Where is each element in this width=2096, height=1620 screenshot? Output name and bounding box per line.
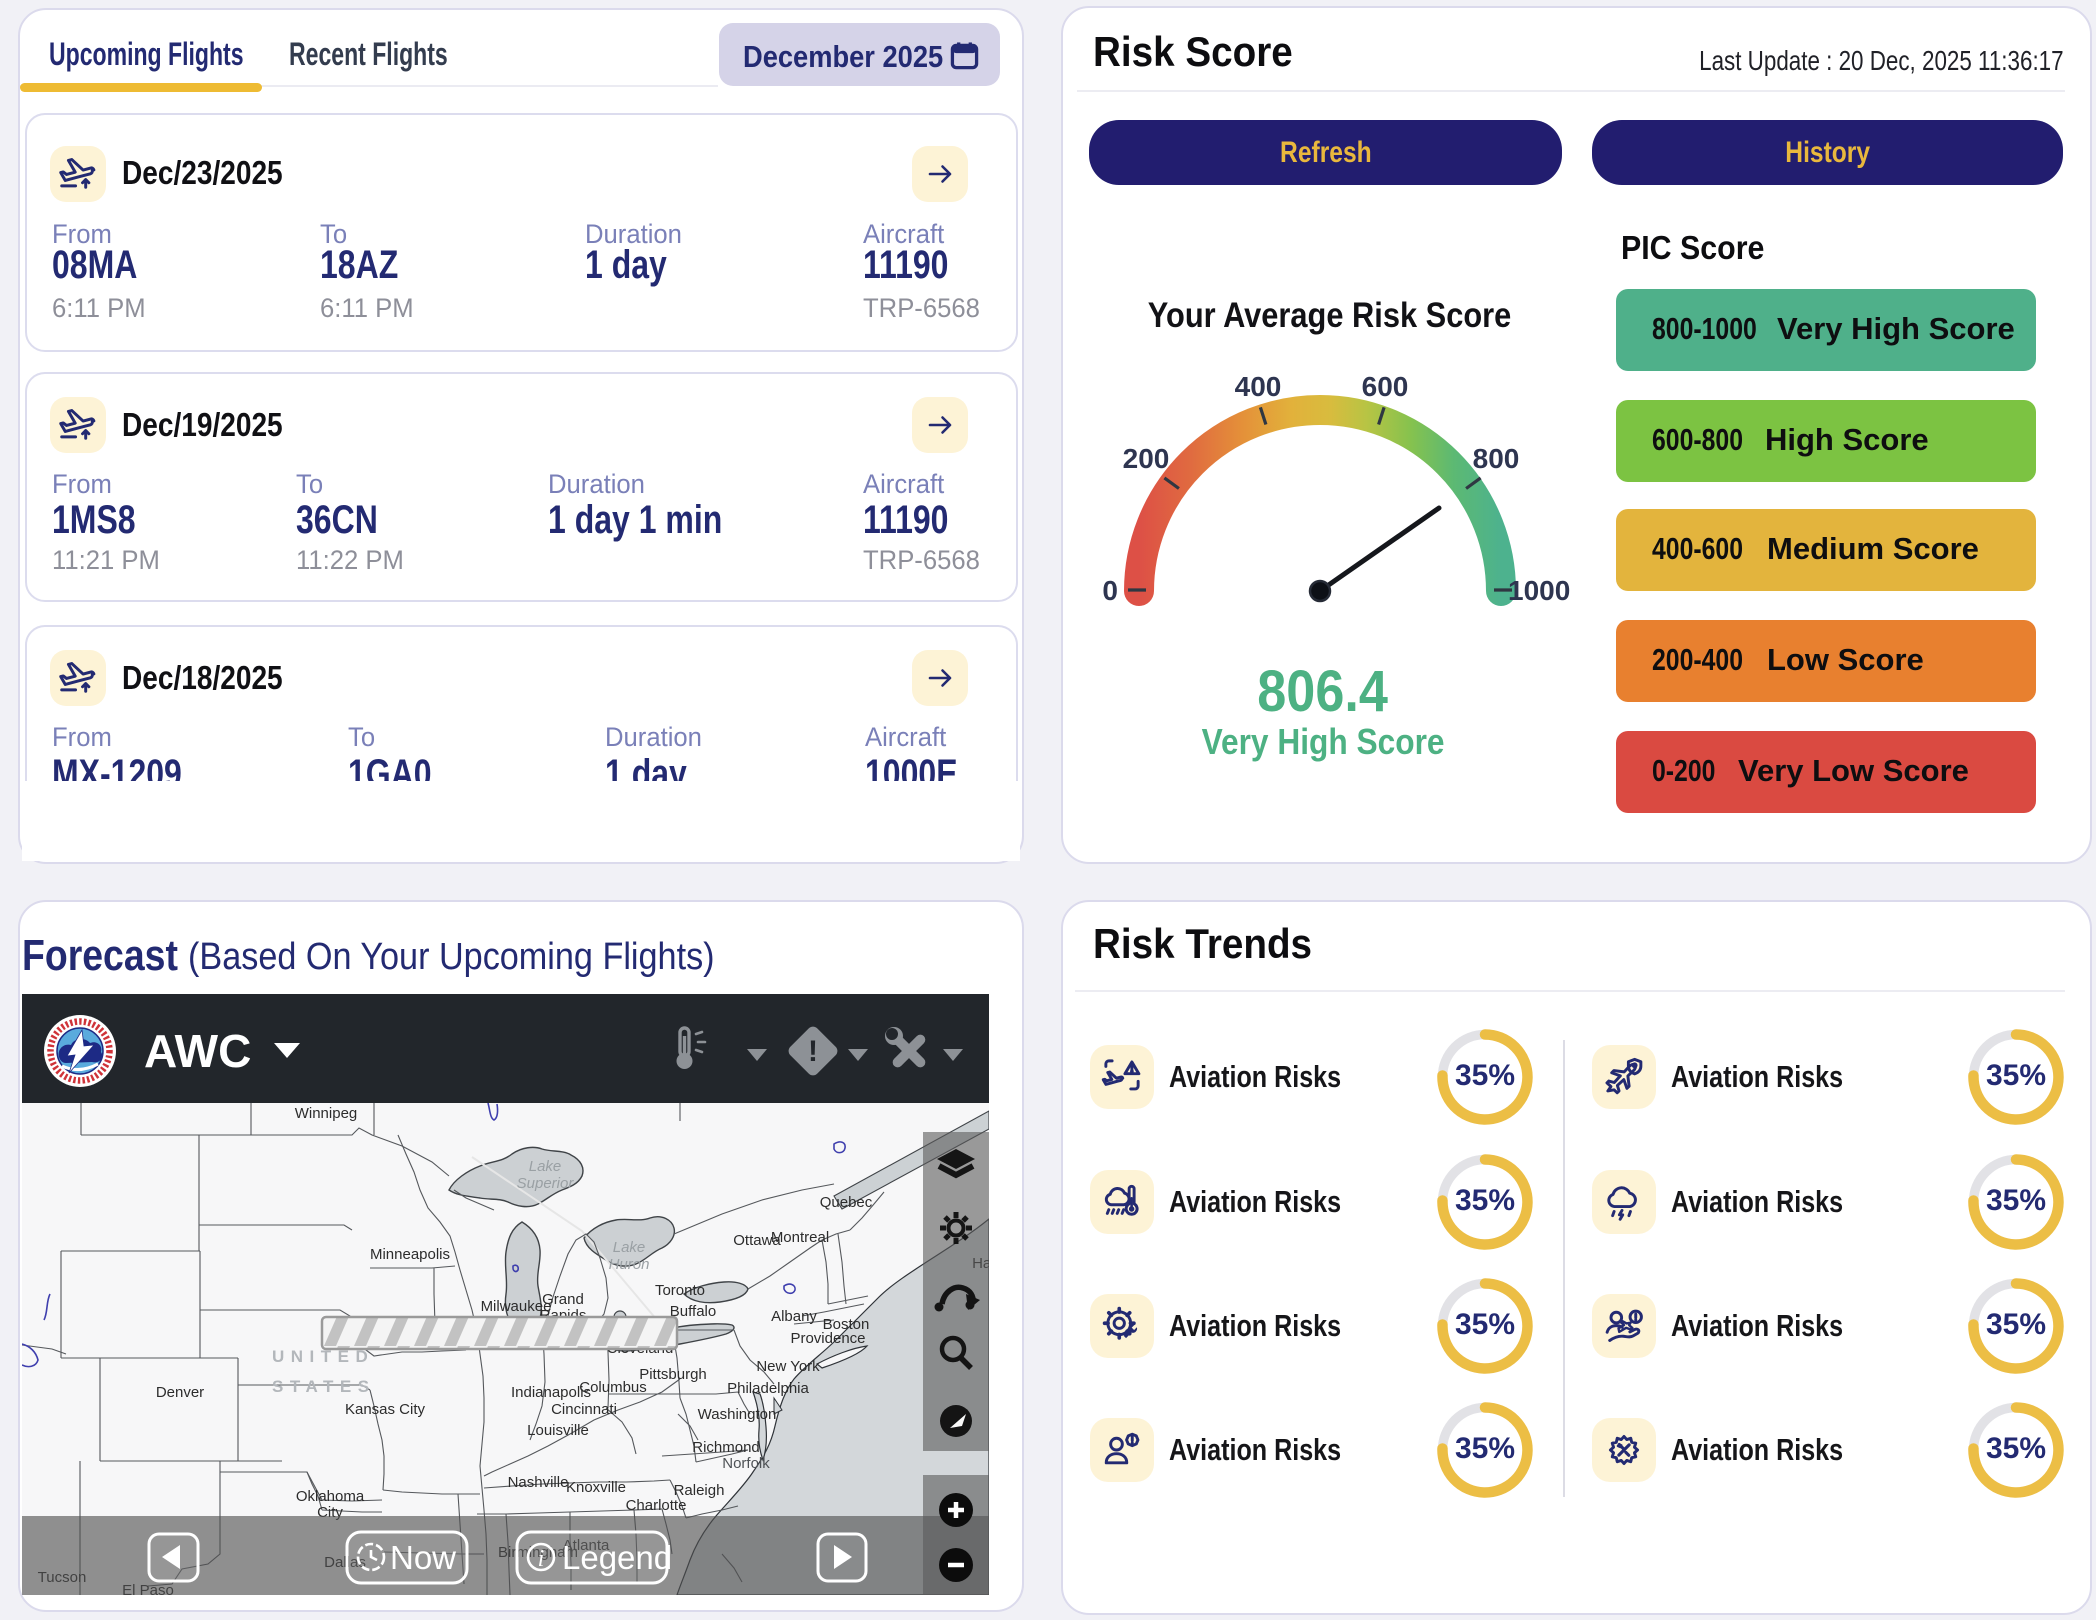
- svg-text:Knoxville: Knoxville: [566, 1479, 626, 1496]
- svg-text:Ottawa: Ottawa: [733, 1232, 781, 1249]
- svg-text:Philadelphia: Philadelphia: [727, 1380, 809, 1397]
- svg-text:Montreal: Montreal: [771, 1229, 829, 1246]
- svg-text:Lake: Lake: [613, 1239, 646, 1256]
- svg-text:UNITED: UNITED: [272, 1347, 374, 1366]
- svg-text:Huron: Huron: [609, 1256, 650, 1273]
- svg-text:New York: New York: [756, 1358, 820, 1375]
- svg-text:Providence: Providence: [790, 1330, 865, 1347]
- svg-text:600: 600: [1362, 371, 1409, 402]
- svg-text:Kansas City: Kansas City: [345, 1401, 426, 1418]
- svg-text:Albany: Albany: [771, 1308, 817, 1325]
- svg-text:Quebec: Quebec: [820, 1194, 873, 1211]
- svg-text:Legend: Legend: [562, 1539, 672, 1576]
- svg-text:Nashville: Nashville: [508, 1474, 569, 1491]
- svg-text:STATES: STATES: [272, 1377, 376, 1396]
- svg-text:200: 200: [1123, 443, 1170, 474]
- svg-text:Columbus: Columbus: [579, 1379, 647, 1396]
- svg-text:Washington: Washington: [698, 1406, 777, 1423]
- svg-text:!: !: [808, 1035, 818, 1068]
- svg-text:Denver: Denver: [156, 1384, 204, 1401]
- svg-text:Richmond: Richmond: [692, 1439, 760, 1456]
- svg-text:Toronto: Toronto: [655, 1282, 705, 1299]
- svg-text:0: 0: [1102, 575, 1118, 606]
- svg-text:Superior: Superior: [517, 1175, 575, 1192]
- svg-text:Raleigh: Raleigh: [674, 1482, 725, 1499]
- svg-text:Buffalo: Buffalo: [670, 1303, 716, 1320]
- svg-text:Charlotte: Charlotte: [626, 1497, 687, 1514]
- svg-text:Oklahoma: Oklahoma: [296, 1488, 365, 1505]
- svg-text:Now: Now: [390, 1539, 456, 1576]
- svg-text:AWC: AWC: [144, 1025, 251, 1077]
- svg-text:1000: 1000: [1508, 575, 1570, 606]
- svg-text:Louisville: Louisville: [527, 1422, 589, 1439]
- svg-text:i: i: [538, 1546, 545, 1572]
- svg-text:Cincinnati: Cincinnati: [551, 1401, 617, 1418]
- svg-text:Lake: Lake: [529, 1158, 562, 1175]
- svg-text:Milwaukee: Milwaukee: [481, 1298, 552, 1315]
- svg-text:Indianapolis: Indianapolis: [511, 1384, 591, 1401]
- svg-text:Pittsburgh: Pittsburgh: [639, 1366, 707, 1383]
- svg-text:800: 800: [1473, 443, 1520, 474]
- svg-text:Minneapolis: Minneapolis: [370, 1246, 450, 1263]
- svg-text:Boston: Boston: [823, 1316, 870, 1333]
- svg-text:Winnipeg: Winnipeg: [295, 1105, 358, 1122]
- svg-text:Grand: Grand: [542, 1291, 584, 1308]
- svg-text:Norfolk: Norfolk: [722, 1455, 770, 1472]
- svg-text:400: 400: [1235, 371, 1282, 402]
